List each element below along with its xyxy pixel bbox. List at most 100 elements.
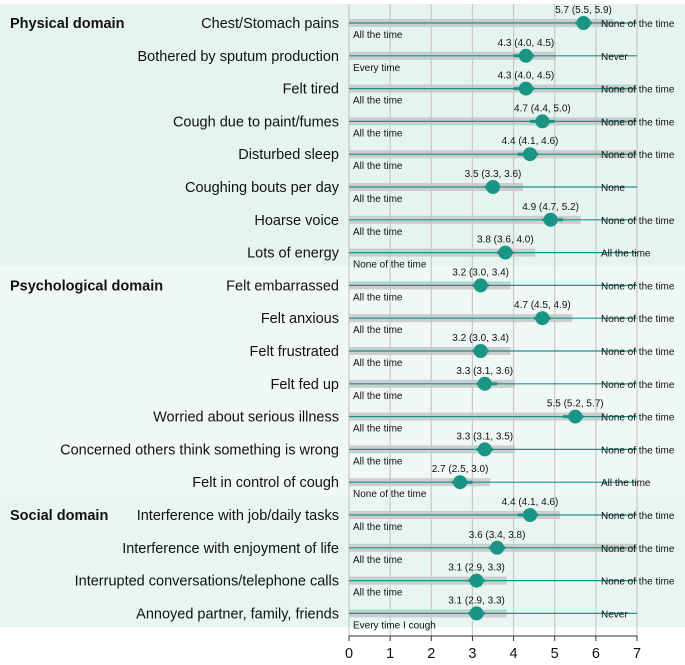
left-anchor-label: All the time [353, 391, 403, 402]
x-tick-label: 5 [551, 646, 559, 662]
item-label: Felt tired [283, 82, 339, 98]
domain-band-social [0, 496, 685, 628]
left-anchor-label: All the time [353, 325, 403, 336]
item-row: Felt embarrassed 3.2 (3.0, 3.4) All the ti… [226, 267, 675, 303]
item-row: Interrupted conversations/telephone call… [75, 563, 675, 599]
value-label: 3.2 (3.0, 3.4) [452, 333, 509, 344]
item-row: Felt in control of cough 2.7 (2.5, 3.0) No… [192, 464, 651, 500]
right-anchor-label: None of the time [601, 445, 675, 456]
item-label: Interrupted conversations/telephone call… [75, 574, 339, 590]
domain-label-social: Social domain [10, 508, 108, 524]
mean-marker [477, 376, 492, 391]
value-label: 3.3 (3.1, 3.5) [456, 431, 513, 442]
mean-marker [477, 442, 492, 457]
item-row: Cough due to paint/fumes 4.7 (4.4, 5.0) Al… [173, 103, 675, 139]
x-axis: 0 1 2 3 4 5 6 7 [345, 635, 641, 662]
item-row: Felt fed up 3.3 (3.1, 3.6) All the time Non… [270, 366, 674, 402]
right-anchor-label: Never [601, 52, 628, 63]
x-tick-label: 2 [427, 646, 435, 662]
right-anchor-label: None of the time [601, 314, 675, 325]
item-label: Annoyed partner, family, friends [136, 606, 339, 622]
left-anchor-label: All the time [353, 588, 403, 599]
item-row: Chest/Stomach pains 5.7 (5.5, 5.9) All the… [201, 5, 675, 41]
item-label: Felt embarrassed [226, 278, 339, 294]
left-anchor-label: Every time I cough [353, 620, 436, 631]
item-row: Coughing bouts per day 3.5 (3.3, 3.6) All … [185, 169, 637, 205]
item-label: Felt fed up [270, 377, 339, 393]
right-anchor-label: None of the time [601, 380, 675, 391]
x-tick-label: 3 [468, 646, 476, 662]
item-label: Bothered by sputum production [137, 49, 339, 65]
x-tick-label: 7 [633, 646, 641, 662]
value-label: 3.3 (3.1, 3.6) [456, 366, 513, 377]
item-row: Concerned others think something is wron… [60, 431, 675, 467]
mean-marker [568, 409, 583, 424]
mean-marker [473, 278, 488, 293]
left-anchor-label: All the time [353, 358, 403, 369]
value-label: 4.4 (4.1, 4.6) [502, 497, 559, 508]
left-anchor-label: Every time [353, 63, 401, 74]
left-anchor-label: All the time [353, 128, 403, 139]
x-tick-label: 4 [510, 646, 518, 662]
left-anchor-label: All the time [353, 522, 403, 533]
left-anchor-label: None of the time [353, 489, 427, 500]
item-row: Felt tired 4.3 (4.0, 4.5) All the time None… [283, 71, 675, 107]
mean-marker [490, 540, 505, 555]
mean-marker [523, 147, 538, 162]
x-tick-label: 0 [345, 646, 353, 662]
value-label: 4.3 (4.0, 4.5) [498, 71, 555, 82]
domain-bands [0, 4, 685, 628]
value-label: 3.1 (2.9, 3.3) [448, 563, 505, 574]
item-row: Disturbed sleep 4.4 (4.1, 4.6) All the tim… [238, 136, 675, 172]
mean-marker [576, 16, 591, 30]
item-label: Cough due to paint/fumes [173, 114, 339, 130]
value-label: 4.3 (4.0, 4.5) [498, 38, 555, 49]
mean-marker [535, 114, 550, 129]
value-label: 3.6 (3.4, 3.8) [469, 530, 526, 541]
mean-marker [523, 508, 538, 522]
item-label: Chest/Stomach pains [201, 16, 339, 32]
item-label: Disturbed sleep [238, 147, 339, 163]
domain-band-physical [0, 4, 685, 267]
left-anchor-label: All the time [353, 194, 403, 205]
right-anchor-label: None of the time [601, 577, 675, 588]
right-anchor-label: None of the time [601, 413, 675, 424]
item-rows: Chest/Stomach pains 5.7 (5.5, 5.9) All the… [60, 5, 675, 631]
mean-marker [469, 606, 484, 621]
left-anchor-label: All the time [353, 456, 403, 467]
right-anchor-label: None of the time [601, 281, 675, 292]
item-row: Bothered by sputum production 4.3 (4.0, 4… [137, 38, 637, 74]
mean-marker [473, 344, 488, 358]
left-anchor-label: All the time [353, 555, 403, 566]
right-anchor-label: None of the time [601, 117, 675, 128]
item-row: Felt frustrated 3.2 (3.0, 3.4) All the tim… [250, 333, 675, 369]
item-label: Worried about serious illness [153, 410, 339, 426]
right-anchor-label: None of the time [601, 347, 675, 358]
item-label: Coughing bouts per day [185, 180, 340, 196]
item-row: Hoarse voice 4.9 (4.7, 5.2) All the time No… [254, 202, 674, 238]
item-label: Interference with enjoyment of life [122, 541, 339, 557]
value-label: 5.7 (5.5, 5.9) [555, 5, 612, 16]
left-anchor-label: All the time [353, 30, 403, 41]
right-anchor-label: None of the time [601, 511, 675, 522]
right-anchor-label: None of the time [601, 85, 675, 96]
right-anchor-label: Never [601, 609, 628, 620]
mean-marker [453, 475, 468, 490]
item-label: Felt in control of cough [192, 475, 339, 491]
left-anchor-label: All the time [353, 96, 403, 107]
mean-marker [498, 245, 513, 260]
value-label: 5.5 (5.2, 5.7) [547, 399, 604, 410]
value-label: 3.5 (3.3, 3.6) [465, 169, 522, 180]
item-label: Concerned others think something is wron… [60, 442, 339, 458]
value-label: 4.9 (4.7, 5.2) [522, 202, 579, 213]
item-label: Interference with job/daily tasks [137, 508, 339, 524]
domain-label-physical: Physical domain [10, 16, 124, 32]
item-label: Lots of energy [247, 246, 340, 262]
mean-marker [535, 311, 550, 326]
domain-label-psychological: Psychological domain [10, 278, 163, 294]
x-tick-label: 1 [386, 646, 394, 662]
left-anchor-label: All the time [353, 424, 403, 435]
item-label: Felt frustrated [250, 344, 339, 360]
x-tick-label: 6 [592, 646, 600, 662]
mean-marker [518, 48, 533, 63]
